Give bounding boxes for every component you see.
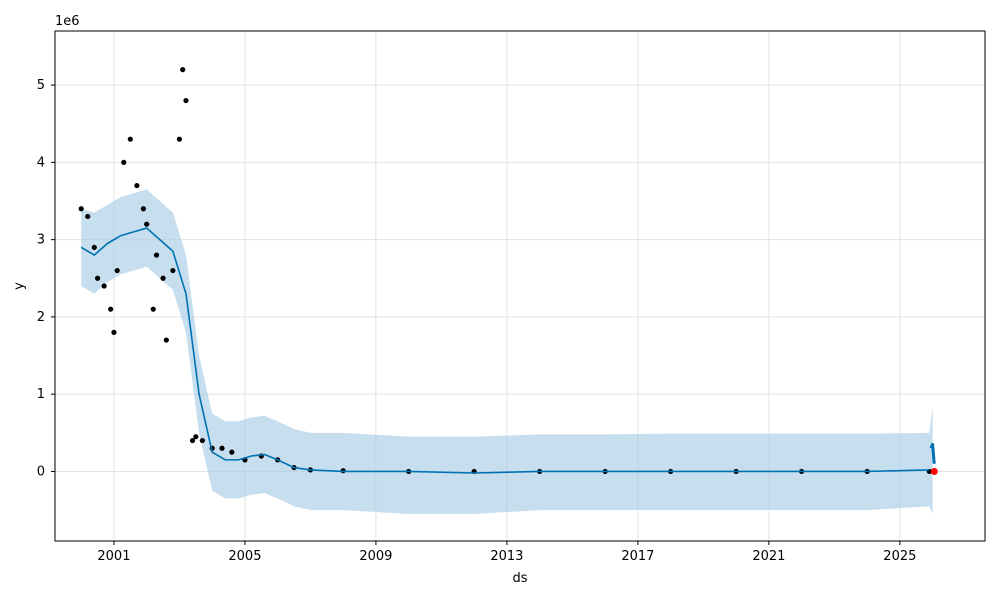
highlight-point [930,467,938,475]
observation-point [144,221,150,227]
observation-point [85,213,91,220]
y-tick-label: 3 [37,233,45,248]
y-axis-ticks: 0 1 2 3 4 5 [37,78,55,479]
y-tick-label: 2 [37,310,45,325]
observation-point [150,306,156,312]
observation-point [189,437,196,444]
y-tick-label: 5 [37,78,45,93]
highlight-point-layer [930,467,938,475]
x-tick-label: 2009 [359,549,392,564]
observation-point [163,337,169,343]
uncertainty-band-layer [81,189,933,514]
y-axis-offset-label: 1e6 [55,14,80,29]
observation-point [114,267,120,274]
observation-point [176,136,183,142]
observation-points-layer [78,67,932,475]
grid [55,31,985,541]
observation-point [121,159,127,165]
observation-point [160,275,166,281]
forecast-horizon-line [929,442,936,464]
x-tick-label: 2017 [621,549,654,564]
y-tick-label: 4 [37,155,45,170]
x-axis-label: ds [512,571,527,586]
x-axis-ticks: 2001 2005 2009 2013 2017 2021 2025 [97,541,916,564]
observation-point [219,445,225,451]
y-tick-label: 1 [37,387,45,402]
y-axis-label: y [12,282,27,290]
plot-frame [54,30,986,542]
observation-point [91,244,97,250]
observation-point [111,329,117,335]
x-tick-label: 2001 [97,549,130,564]
observation-point [170,267,176,274]
observation-point [108,306,114,312]
observation-point [183,97,189,104]
observation-point [153,252,160,258]
y-tick-label: 0 [37,464,45,479]
observation-point [193,434,199,440]
observation-point [140,206,147,212]
x-tick-label: 2021 [752,549,785,564]
x-tick-label: 2025 [883,549,916,564]
forecast-line-layer [80,227,936,474]
observation-point [101,283,107,289]
observation-point [199,437,205,444]
forecast-line [80,227,930,474]
observation-point [180,67,186,73]
observation-point [78,206,84,212]
uncertainty-band [81,189,933,514]
observation-point [127,136,133,142]
observation-point [94,275,101,281]
x-tick-label: 2013 [490,549,523,564]
x-tick-label: 2005 [228,549,261,564]
observation-point [134,182,140,189]
observation-point [229,449,235,455]
